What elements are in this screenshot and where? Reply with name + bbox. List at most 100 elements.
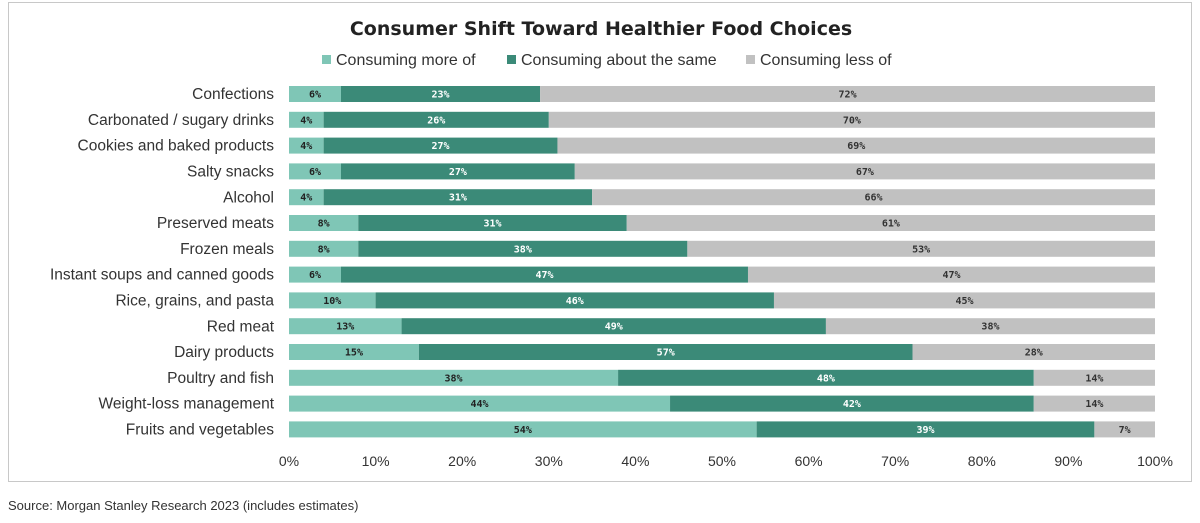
bar-segment (687, 240, 1155, 257)
bar-segment (574, 163, 1155, 180)
bar-segment (375, 292, 774, 309)
source-note: Source: Morgan Stanley Research 2023 (in… (8, 498, 359, 513)
bar-segment (1033, 369, 1155, 386)
bar-segment (626, 215, 1155, 231)
legend-label: Consuming more of (336, 52, 476, 69)
bar-segment (323, 137, 558, 154)
category-label: Rice, grains, and pasta (115, 292, 274, 309)
x-tick-label: 100% (1137, 453, 1173, 469)
data-label: 27% (432, 141, 450, 152)
bar-segment (289, 189, 324, 206)
bar-segment (289, 369, 619, 386)
data-label: 53% (912, 244, 930, 255)
bar-segment (289, 421, 757, 438)
data-label: 38% (445, 373, 463, 384)
data-label: 27% (449, 167, 467, 178)
category-label: Frozen meals (180, 241, 274, 258)
bar-segment (289, 318, 402, 335)
category-label: Dairy products (174, 344, 274, 361)
legend-swatch (507, 55, 516, 64)
data-label: 31% (483, 219, 501, 230)
bar-segment (289, 266, 341, 283)
category-label: Weight-loss management (99, 396, 275, 413)
data-label: 46% (566, 296, 584, 307)
data-label: 8% (318, 219, 330, 230)
data-label: 15% (345, 348, 363, 359)
data-label: 48% (817, 373, 835, 384)
data-label: 47% (535, 270, 553, 281)
x-tick-label: 0% (279, 453, 299, 469)
bar-segment (773, 292, 1155, 309)
data-label: 13% (336, 322, 354, 333)
data-label: 69% (847, 141, 865, 152)
x-tick-label: 40% (621, 453, 649, 469)
data-label: 6% (309, 270, 321, 281)
x-axis: 0% 10% 20% 30% 40% 50% 60% 70% 80% 90% 100% (279, 453, 1173, 469)
category-label: Fruits and vegetables (126, 421, 274, 438)
data-label: 14% (1085, 373, 1103, 384)
bar-segment (358, 215, 627, 231)
bar-segment (289, 111, 324, 128)
x-tick-label: 10% (362, 453, 390, 469)
bar-segment (289, 86, 341, 102)
bar-segment (289, 344, 419, 360)
x-tick-label: 30% (535, 453, 563, 469)
legend: Consuming more of Consuming about the sam… (322, 52, 892, 69)
category-labels: Confections Carbonated / sugary drinks Coo… (50, 86, 275, 438)
bar-segment (756, 421, 1095, 438)
data-label: 66% (865, 193, 883, 204)
bar-segment (540, 86, 1155, 102)
x-tick-label: 60% (795, 453, 823, 469)
bar-segment (912, 344, 1155, 360)
x-tick-label: 50% (708, 453, 736, 469)
data-label: 61% (882, 219, 900, 230)
bar-segment (289, 292, 376, 309)
data-label: 14% (1085, 399, 1103, 410)
bar-segment (289, 137, 324, 154)
bar-segment (340, 86, 541, 102)
data-label: 38% (981, 322, 999, 333)
chart-frame: Consumer Shift Toward Healthier Food Cho… (8, 2, 1192, 482)
bar-segment (418, 344, 913, 360)
data-label: 4% (300, 193, 312, 204)
bar-segment (323, 111, 549, 128)
category-label: Poultry and fish (167, 370, 274, 387)
category-label: Carbonated / sugary drinks (88, 112, 274, 129)
bar-segment (289, 163, 341, 180)
bar-segment (747, 266, 1155, 283)
bar-segment (618, 369, 1034, 386)
bar-segment (323, 189, 593, 206)
bar-segment (557, 137, 1155, 154)
bar-segment (825, 318, 1155, 335)
data-label: 23% (432, 90, 450, 101)
category-label: Alcohol (223, 189, 274, 206)
data-label: 6% (309, 90, 321, 101)
bar-segment (548, 111, 1155, 128)
data-label: 67% (856, 167, 874, 178)
data-label: 49% (605, 322, 623, 333)
bar-segment (1033, 395, 1155, 412)
bar-segment (289, 395, 671, 412)
category-label: Instant soups and canned goods (50, 267, 274, 284)
x-tick-label: 70% (881, 453, 909, 469)
legend-label: Consuming about the same (521, 52, 717, 69)
category-label: Red meat (207, 318, 275, 335)
data-label: 72% (839, 90, 857, 101)
data-label: 57% (657, 348, 675, 359)
bars: 6% 23% 72% 4% 26% 70% 4% 27% 69% 6% 27% 67% 4% 31% 66%… (289, 86, 1155, 438)
data-label: 47% (942, 270, 960, 281)
legend-swatch (746, 55, 755, 64)
data-label: 39% (916, 425, 934, 436)
data-label: 7% (1119, 425, 1131, 436)
bar-segment (340, 266, 748, 283)
x-tick-label: 20% (448, 453, 476, 469)
data-label: 38% (514, 244, 532, 255)
category-label: Cookies and baked products (78, 138, 275, 155)
x-tick-label: 80% (968, 453, 996, 469)
data-label: 26% (427, 115, 445, 126)
bar-segment (401, 318, 826, 335)
data-label: 31% (449, 193, 467, 204)
bar-segment (289, 240, 359, 257)
data-label: 44% (470, 399, 488, 410)
data-label: 28% (1025, 348, 1043, 359)
